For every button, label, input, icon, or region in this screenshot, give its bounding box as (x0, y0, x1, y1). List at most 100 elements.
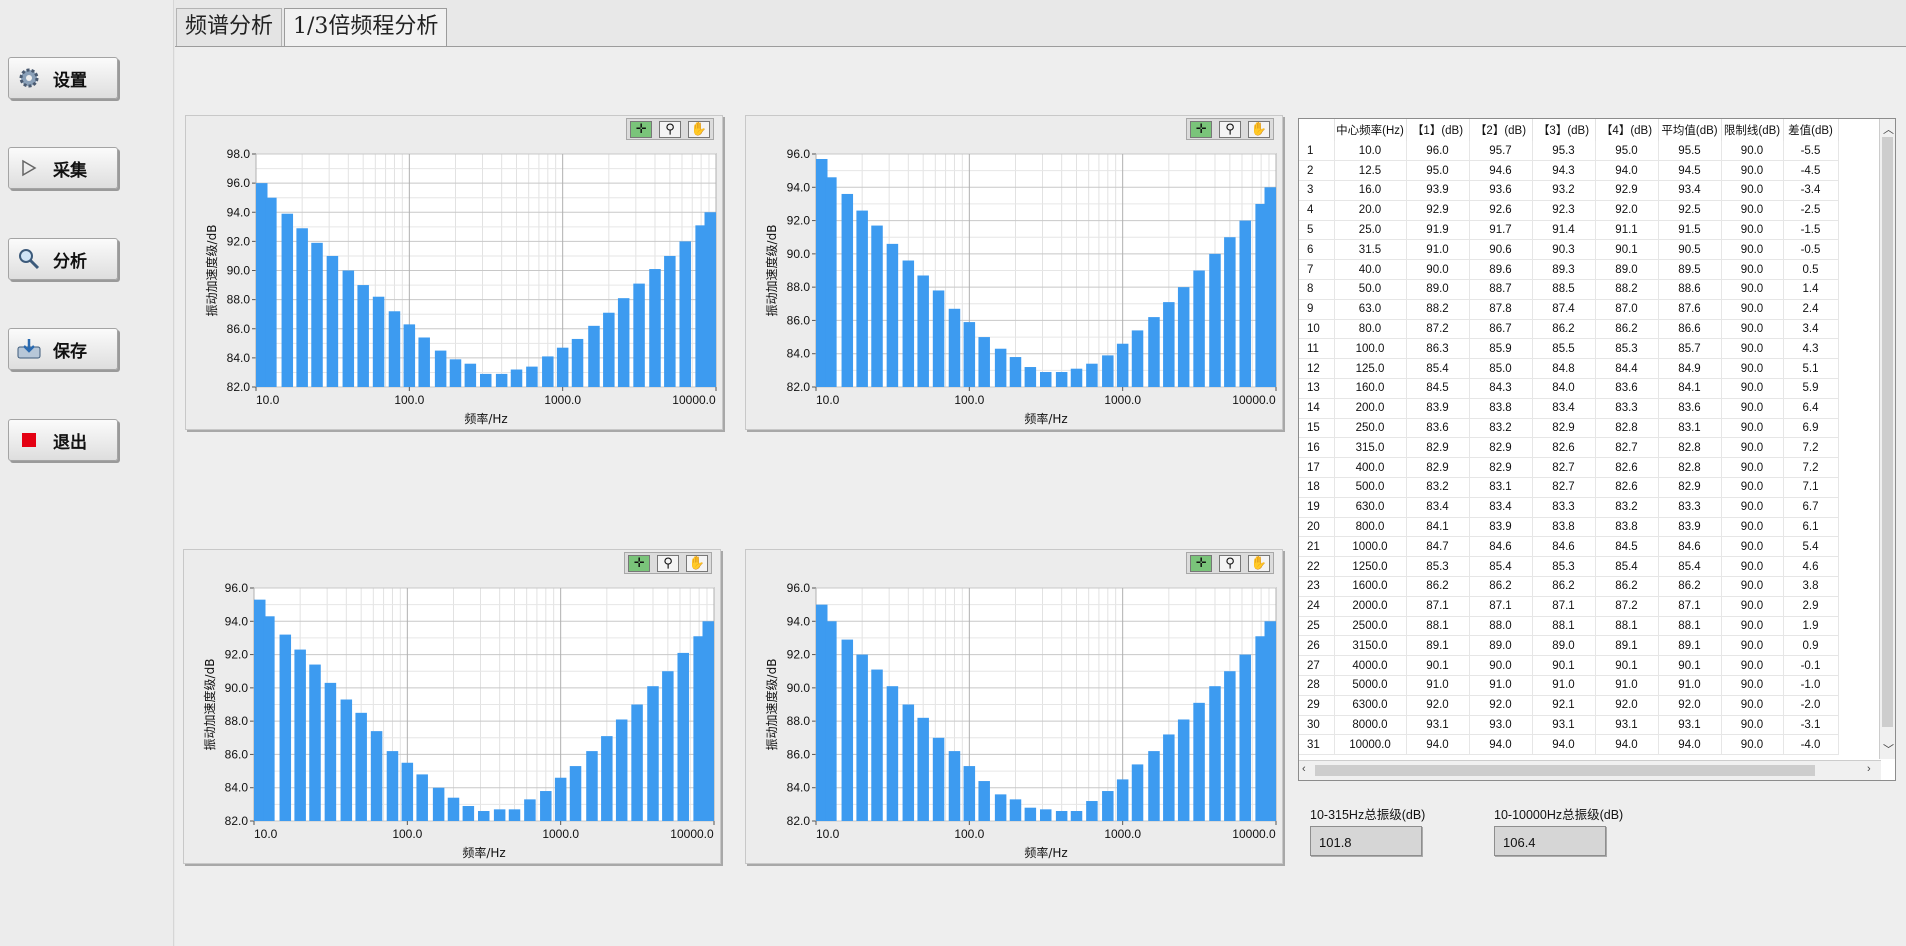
table-cell: 83.1 (1658, 418, 1722, 439)
table-cell: 85.4 (1595, 556, 1659, 578)
table-row[interactable]: 2 12.5 95.0 94.6 94.3 94.0 94.5 90.0 -4.5 (1299, 160, 1839, 182)
table-row[interactable]: 14 200.0 83.9 83.8 83.4 83.3 83.6 90.0 6.4 (1299, 398, 1839, 419)
acquire-button[interactable]: 采集 (8, 147, 118, 189)
scroll-left-icon[interactable]: ‹ (1302, 763, 1306, 775)
table-cell: 93.0 (1469, 715, 1533, 736)
table-row[interactable]: 22 1250.0 85.3 85.4 85.3 85.4 85.4 90.0 4.6 (1299, 556, 1839, 578)
table-cell: 5000.0 (1334, 675, 1407, 696)
column-header: 【3】(dB) (1532, 119, 1596, 141)
row-number: 11 (1299, 338, 1335, 360)
table-row[interactable]: 24 2000.0 87.1 87.1 87.1 87.2 87.1 90.0 2.9 (1299, 596, 1839, 617)
row-number: 9 (1299, 299, 1335, 320)
row-number: 24 (1299, 596, 1335, 617)
table-row[interactable]: 15 250.0 83.6 83.2 82.9 82.8 83.1 90.0 6.9 (1299, 418, 1839, 439)
table-row[interactable]: 5 25.0 91.9 91.7 91.4 91.1 91.5 90.0 -1.5 (1299, 220, 1839, 241)
table-cell: 87.0 (1595, 299, 1659, 320)
bar (1239, 654, 1251, 821)
crosshair-icon[interactable]: ✛ (1190, 554, 1213, 572)
table-row[interactable]: 9 63.0 88.2 87.8 87.4 87.0 87.6 90.0 2.4 (1299, 299, 1839, 320)
table-row[interactable]: 11 100.0 86.3 85.9 85.5 85.3 85.7 90.0 4.3 (1299, 338, 1839, 360)
table-row[interactable]: 4 20.0 92.9 92.6 92.3 92.0 92.5 90.0 -2.5 (1299, 200, 1839, 221)
crosshair-icon[interactable]: ✛ (630, 120, 653, 138)
table-row[interactable]: 26 3150.0 89.1 89.0 89.0 89.1 89.1 90.0 0.9 (1299, 635, 1839, 657)
pan-hand-icon[interactable]: ✋ (687, 120, 710, 138)
table-row[interactable]: 17 400.0 82.9 82.9 82.7 82.6 82.8 90.0 7.2 (1299, 457, 1839, 479)
table-row[interactable]: 16 315.0 82.9 82.9 82.6 82.7 82.8 90.0 7.2 (1299, 437, 1839, 459)
save-button[interactable]: 保存 (8, 328, 118, 370)
scroll-right-icon[interactable]: › (1867, 763, 1871, 775)
table-row[interactable]: 25 2500.0 88.1 88.0 88.1 88.1 88.1 90.0 1.9 (1299, 616, 1839, 637)
y-tick-label: 94.0 (227, 205, 251, 219)
table-row[interactable]: 1 10.0 96.0 95.7 95.3 95.0 95.5 90.0 -5.5 (1299, 141, 1839, 162)
zoom-icon[interactable]: ⚲ (656, 554, 679, 572)
bar (279, 634, 292, 821)
tab-spectrum[interactable]: 频谱分析 (176, 8, 283, 46)
crosshair-icon[interactable]: ✛ (1190, 120, 1213, 138)
bar (963, 766, 976, 821)
table-row[interactable]: 30 8000.0 93.1 93.0 93.1 93.1 93.1 90.0 -3.1 (1299, 715, 1839, 736)
tab-octave[interactable]: 1/3倍频程分析 (284, 8, 448, 49)
zoom-icon[interactable]: ⚲ (1218, 554, 1241, 572)
zoom-icon[interactable]: ⚲ (1218, 120, 1241, 138)
table-cell: 87.2 (1406, 319, 1470, 340)
horizontal-scroll-thumb[interactable] (1315, 765, 1815, 776)
table-cell: 89.3 (1532, 259, 1596, 281)
table-row[interactable]: 3 16.0 93.9 93.6 93.2 92.9 93.4 90.0 -3.4 (1299, 180, 1839, 201)
pan-hand-icon[interactable]: ✋ (1247, 120, 1270, 138)
exit-button[interactable]: 退出 (8, 419, 118, 461)
table-row[interactable]: 27 4000.0 90.1 90.0 90.1 90.1 90.1 90.0 -0.1 (1299, 655, 1839, 677)
table-cell: 82.8 (1658, 457, 1722, 479)
horizontal-scrollbar[interactable]: ‹ › (1299, 760, 1881, 780)
table-row[interactable]: 21 1000.0 84.7 84.6 84.6 84.5 84.6 90.0 5.4 (1299, 536, 1839, 558)
pan-hand-icon[interactable]: ✋ (1247, 554, 1270, 572)
scroll-up-icon[interactable]: ︿ (1883, 124, 1894, 136)
bar (1070, 368, 1083, 387)
table-cell: 83.4 (1406, 497, 1470, 518)
table-cell: 96.0 (1406, 141, 1470, 162)
bar (294, 649, 306, 821)
crosshair-icon[interactable]: ✛ (628, 554, 651, 572)
table-cell: 1.4 (1783, 279, 1839, 300)
table-cell: 92.9 (1406, 200, 1470, 221)
table-row[interactable]: 12 125.0 85.4 85.0 84.8 84.4 84.9 90.0 5.1 (1299, 358, 1839, 380)
table-cell: 90.0 (1721, 477, 1784, 498)
table-row[interactable]: 13 160.0 84.5 84.3 84.0 83.6 84.1 90.0 5.9 (1299, 378, 1839, 399)
table-row[interactable]: 7 40.0 90.0 89.6 89.3 89.0 89.5 90.0 0.5 (1299, 259, 1839, 281)
table-row[interactable]: 28 5000.0 91.0 91.0 91.0 91.0 91.0 90.0 -1.0 (1299, 675, 1839, 696)
table-row[interactable]: 20 800.0 84.1 83.9 83.8 83.8 83.9 90.0 6.1 (1299, 517, 1839, 538)
y-tick-label: 84.0 (227, 351, 251, 365)
table-cell: 83.2 (1595, 497, 1659, 518)
bar (281, 213, 294, 387)
pan-hand-icon[interactable]: ✋ (685, 554, 708, 572)
table-cell: 86.3 (1406, 338, 1470, 360)
table-cell: 93.1 (1532, 715, 1596, 736)
row-number: 10 (1299, 319, 1335, 340)
row-number: 29 (1299, 695, 1335, 716)
table-cell: 83.2 (1406, 477, 1470, 498)
table-row[interactable]: 23 1600.0 86.2 86.2 86.2 86.2 86.2 90.0 3.8 (1299, 576, 1839, 597)
table-row[interactable]: 29 6300.0 92.0 92.0 92.1 92.0 92.0 90.0 -2.0 (1299, 695, 1839, 716)
table-cell: 83.6 (1406, 418, 1470, 439)
table-row[interactable]: 8 50.0 89.0 88.7 88.5 88.2 88.6 90.0 1.4 (1299, 279, 1839, 300)
table-row[interactable]: 18 500.0 83.2 83.1 82.7 82.6 82.9 90.0 7.1 (1299, 477, 1839, 498)
analyze-button[interactable]: 分析 (8, 238, 118, 280)
settings-button[interactable]: 设置 (8, 57, 118, 99)
table-cell: 94.0 (1406, 734, 1470, 756)
table-row[interactable]: 6 31.5 91.0 90.6 90.3 90.1 90.5 90.0 -0.5 (1299, 239, 1839, 261)
table-cell: 3.8 (1783, 576, 1839, 597)
table-cell: 94.0 (1532, 734, 1596, 756)
table-cell: 90.0 (1406, 259, 1470, 281)
scroll-down-icon[interactable]: ﹀ (1883, 744, 1894, 756)
magnifier-icon (15, 246, 43, 272)
zoom-icon[interactable]: ⚲ (658, 120, 681, 138)
table-row[interactable]: 19 630.0 83.4 83.4 83.3 83.2 83.3 90.0 6.7 (1299, 497, 1839, 518)
vertical-scrollbar[interactable]: ︿ ﹀ (1879, 119, 1895, 759)
row-number: 1 (1299, 141, 1335, 162)
y-tick-label: 92.0 (227, 234, 251, 248)
table-row[interactable]: 31 10000.0 94.0 94.0 94.0 94.0 94.0 90.0 -4.0 (1299, 734, 1839, 756)
table-row[interactable]: 10 80.0 87.2 86.7 86.2 86.2 86.6 90.0 3.4 (1299, 319, 1839, 340)
table-cell: 89.1 (1658, 635, 1722, 657)
octave-table[interactable]: 中心频率(Hz) 【1】(dB) 【2】(dB) 【3】(dB) 【4】(dB) 平均值(… (1298, 118, 1896, 781)
vertical-scroll-thumb[interactable] (1882, 137, 1893, 727)
chart-plot: 82.0 84.0 86.0 88.0 90.0 92.0 94.0 96.0 10.0 100.… (764, 581, 1277, 860)
